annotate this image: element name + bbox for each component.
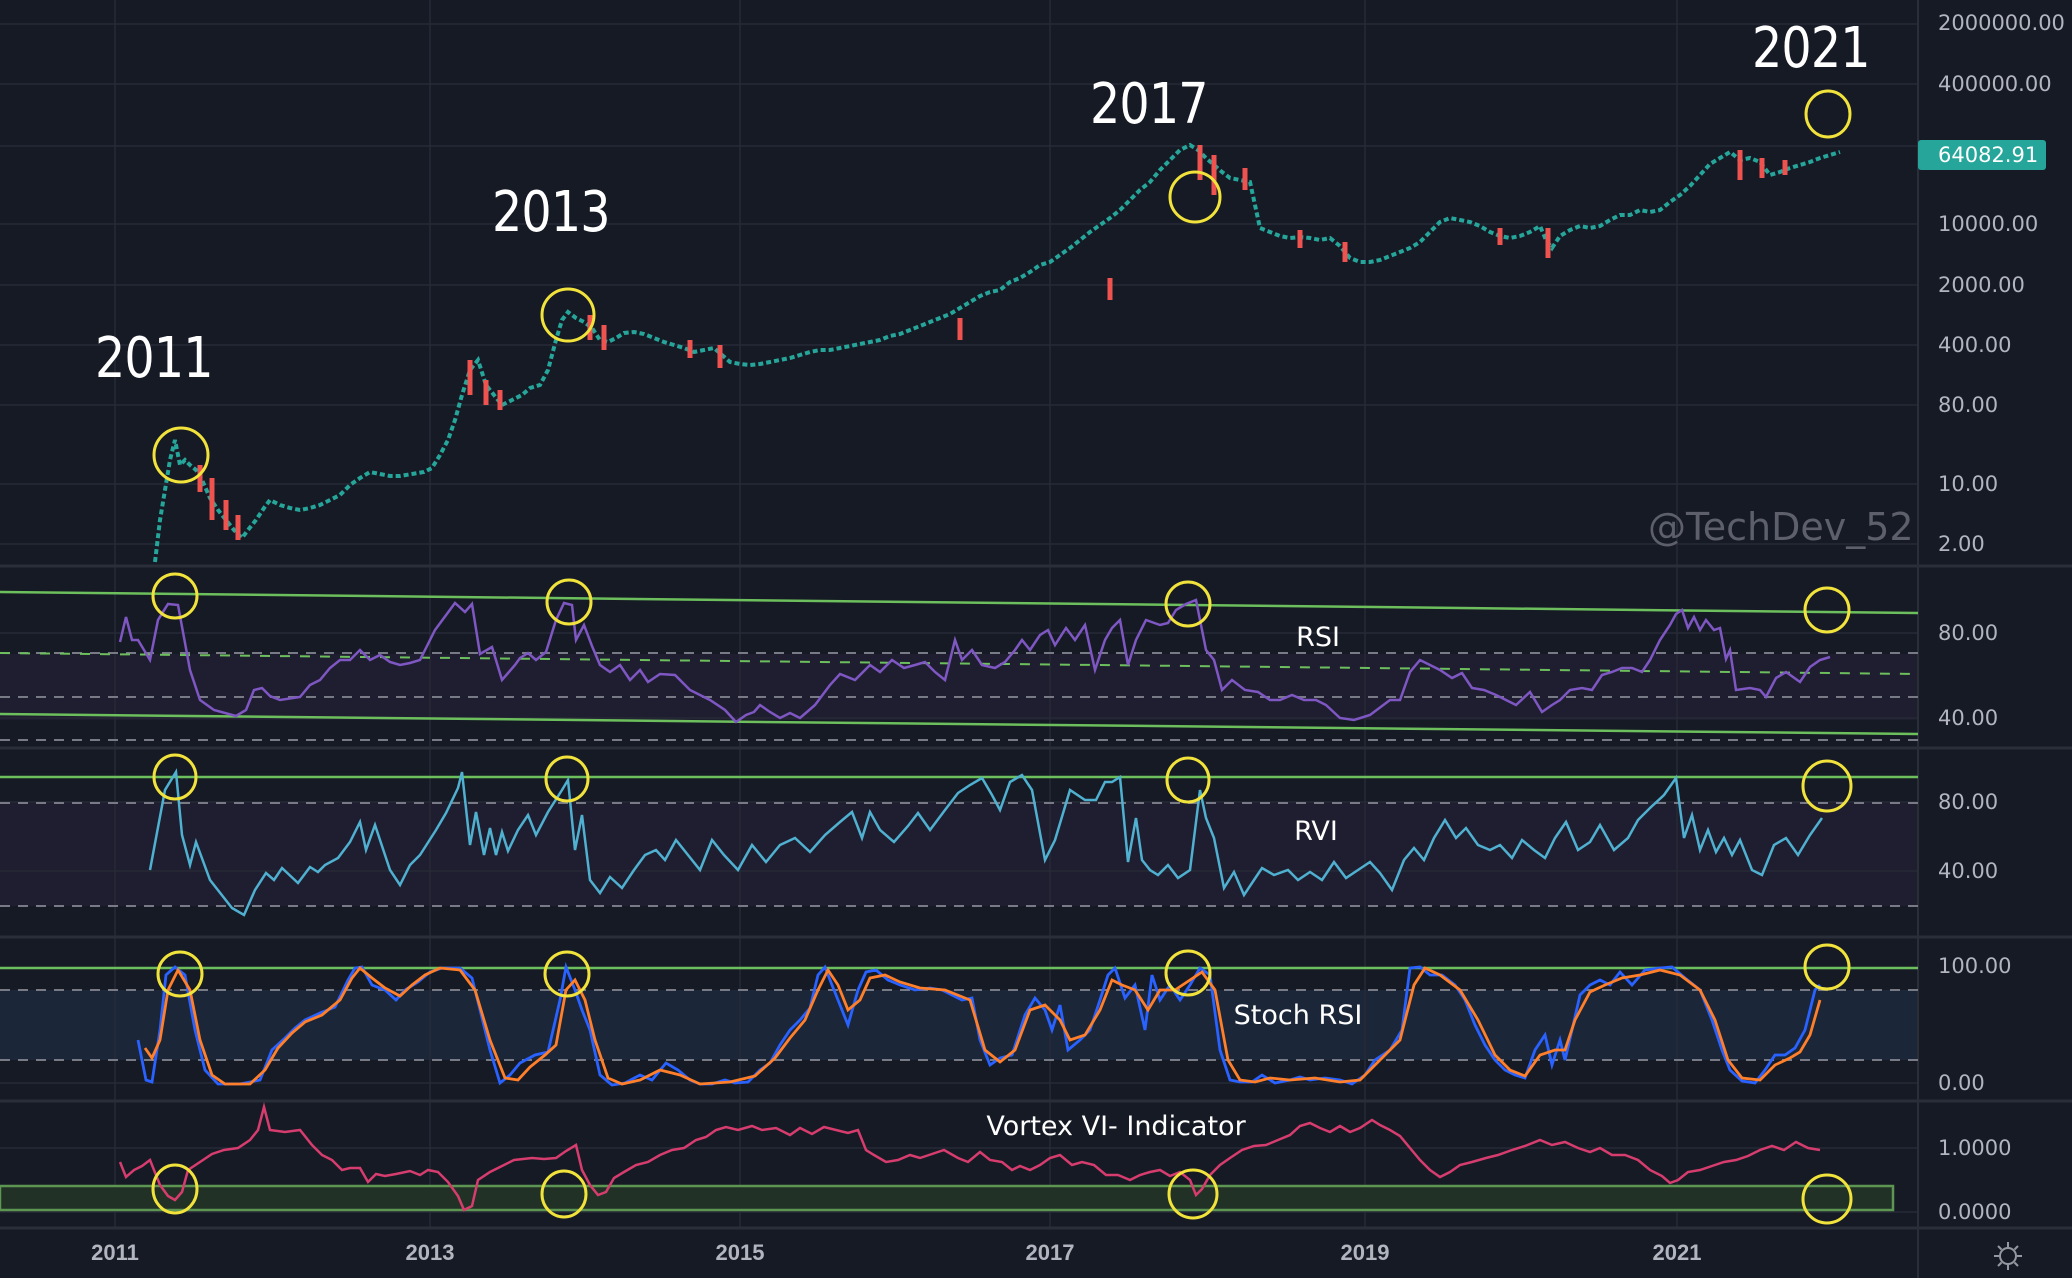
circle-2021-stoch xyxy=(1803,943,1851,991)
stoch-tick: 100.00 xyxy=(1938,954,2012,978)
last-price-badge: 64082.91 xyxy=(1918,140,2046,170)
rsi-pane xyxy=(0,590,1919,741)
rsi-line xyxy=(118,598,1831,724)
rsi-label: RSI xyxy=(1296,622,1340,653)
circle-2021-rsi xyxy=(1803,586,1851,634)
stoch-rsi-label: Stoch RSI xyxy=(1233,1000,1363,1031)
price-tick: 2000000.00 xyxy=(1938,11,2065,35)
price-tick: 80.00 xyxy=(1938,393,1999,417)
circle-2011-rvi xyxy=(152,753,198,801)
circle-2021-rvi xyxy=(1801,759,1853,813)
time-tick: 2021 xyxy=(1652,1240,1702,1265)
circle-2017-price xyxy=(1168,170,1222,224)
pane-separators[interactable] xyxy=(0,564,2072,1230)
annotation-2013: 2013 xyxy=(492,180,611,245)
circle-2013-rvi xyxy=(544,755,590,803)
rsi-upper-trendline xyxy=(0,590,1919,615)
circle-2011-vortex xyxy=(151,1163,199,1215)
vortex-highlight-band xyxy=(0,1184,1895,1212)
price-tick: 400.00 xyxy=(1938,333,2012,357)
circle-2011-stoch xyxy=(156,950,204,998)
gear-icon[interactable] xyxy=(1990,1238,2026,1274)
rvi-pane xyxy=(0,768,1918,917)
price-tick: 2.00 xyxy=(1938,532,1985,556)
circle-2017-vortex xyxy=(1167,1168,1219,1220)
time-tick: 2013 xyxy=(405,1240,455,1265)
rvi-line xyxy=(148,768,1824,917)
rvi-label: RVI xyxy=(1294,816,1338,847)
rvi-tick: 40.00 xyxy=(1938,859,1999,883)
vortex-line xyxy=(118,1102,1821,1212)
time-tick: 2015 xyxy=(715,1240,765,1265)
time-tick: 2017 xyxy=(1025,1240,1075,1265)
time-tick: 2019 xyxy=(1340,1240,1390,1265)
annotation-2017: 2017 xyxy=(1090,72,1209,137)
stoch-pane xyxy=(0,961,1918,1087)
circle-2021-vortex xyxy=(1801,1173,1853,1225)
vortex-tick: 1.0000 xyxy=(1938,1136,2012,1160)
vortex-tick: 0.0000 xyxy=(1938,1200,2012,1224)
circle-2017-rsi xyxy=(1164,580,1212,628)
rsi-lower-trendline xyxy=(0,712,1919,736)
circle-2017-stoch xyxy=(1164,949,1212,997)
vortex-pane xyxy=(0,1102,1895,1212)
highlight-circles xyxy=(151,89,1853,1225)
price-tick: 10.00 xyxy=(1938,472,1999,496)
circle-2013-vortex xyxy=(540,1169,588,1219)
rsi-tick: 40.00 xyxy=(1938,706,1999,730)
price-tick: 400000.00 xyxy=(1938,72,2052,96)
rsi-tick: 80.00 xyxy=(1938,621,1999,645)
stoch-d-line xyxy=(143,966,1822,1086)
time-tick: 2011 xyxy=(91,1240,139,1265)
price-tick: 10000.00 xyxy=(1938,212,2039,236)
circle-2021-price xyxy=(1804,89,1852,139)
rvi-band xyxy=(0,803,1918,906)
horizontal-grid xyxy=(0,23,1918,1213)
vortex-label: Vortex VI- Indicator xyxy=(986,1111,1246,1142)
annotation-2021: 2021 xyxy=(1752,16,1871,81)
circle-2017-rvi xyxy=(1165,756,1211,804)
stoch-tick: 0.00 xyxy=(1938,1071,1985,1095)
circle-2011-price xyxy=(152,426,210,484)
price-tick: 2000.00 xyxy=(1938,273,2025,297)
circle-2013-stoch xyxy=(543,950,591,998)
circle-2013-price xyxy=(540,287,596,343)
watermark: @TechDev_52 xyxy=(1648,505,1914,549)
price-candles xyxy=(153,142,1841,563)
circle-2013-rsi xyxy=(545,578,593,626)
rsi-band xyxy=(0,654,1918,720)
circle-2011-rsi xyxy=(151,572,199,620)
stoch-band xyxy=(0,990,1918,1060)
rvi-tick: 80.00 xyxy=(1938,790,1999,814)
annotation-2011: 2011 xyxy=(95,326,214,391)
